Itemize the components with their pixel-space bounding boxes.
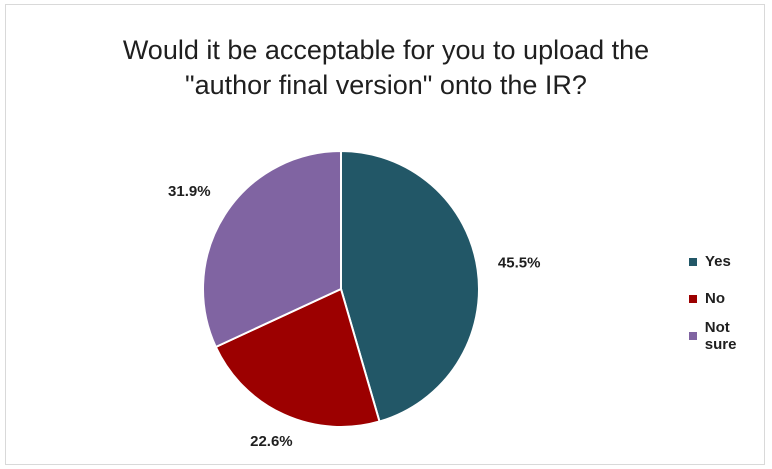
pie-data-labels: 45.5% 22.6% 31.9% bbox=[168, 183, 540, 450]
pie-slice-no bbox=[214, 287, 381, 428]
legend-item-no: No bbox=[689, 280, 764, 317]
legend-item-not-sure: Not sure bbox=[689, 317, 764, 354]
legend-swatch-not-sure bbox=[689, 331, 697, 340]
pie-slices bbox=[202, 149, 480, 428]
chart-title: Would it be acceptable for you to upload… bbox=[6, 33, 766, 103]
data-label-yes: 45.5% bbox=[498, 255, 541, 272]
pie-slice-yes bbox=[340, 149, 480, 423]
legend-label-no: No bbox=[705, 290, 725, 307]
data-label-not-sure: 31.9% bbox=[168, 183, 211, 200]
pie-chart: 45.5% 22.6% 31.9% bbox=[168, 149, 540, 450]
data-label-no: 22.6% bbox=[250, 433, 293, 450]
legend-swatch-yes bbox=[689, 257, 697, 266]
chart-title-line-2: "author final version" onto the IR? bbox=[185, 70, 587, 100]
legend-swatch-no bbox=[689, 294, 697, 303]
legend-label-yes: Yes bbox=[705, 253, 731, 270]
pie-slice-not-sure bbox=[202, 149, 342, 349]
chart-frame: Would it be acceptable for you to upload… bbox=[5, 4, 765, 465]
chart-title-line-1: Would it be acceptable for you to upload… bbox=[122, 35, 650, 65]
chart-legend: Yes No Not sure bbox=[689, 243, 764, 354]
legend-item-yes: Yes bbox=[689, 243, 764, 280]
legend-label-not-sure: Not sure bbox=[704, 318, 737, 353]
